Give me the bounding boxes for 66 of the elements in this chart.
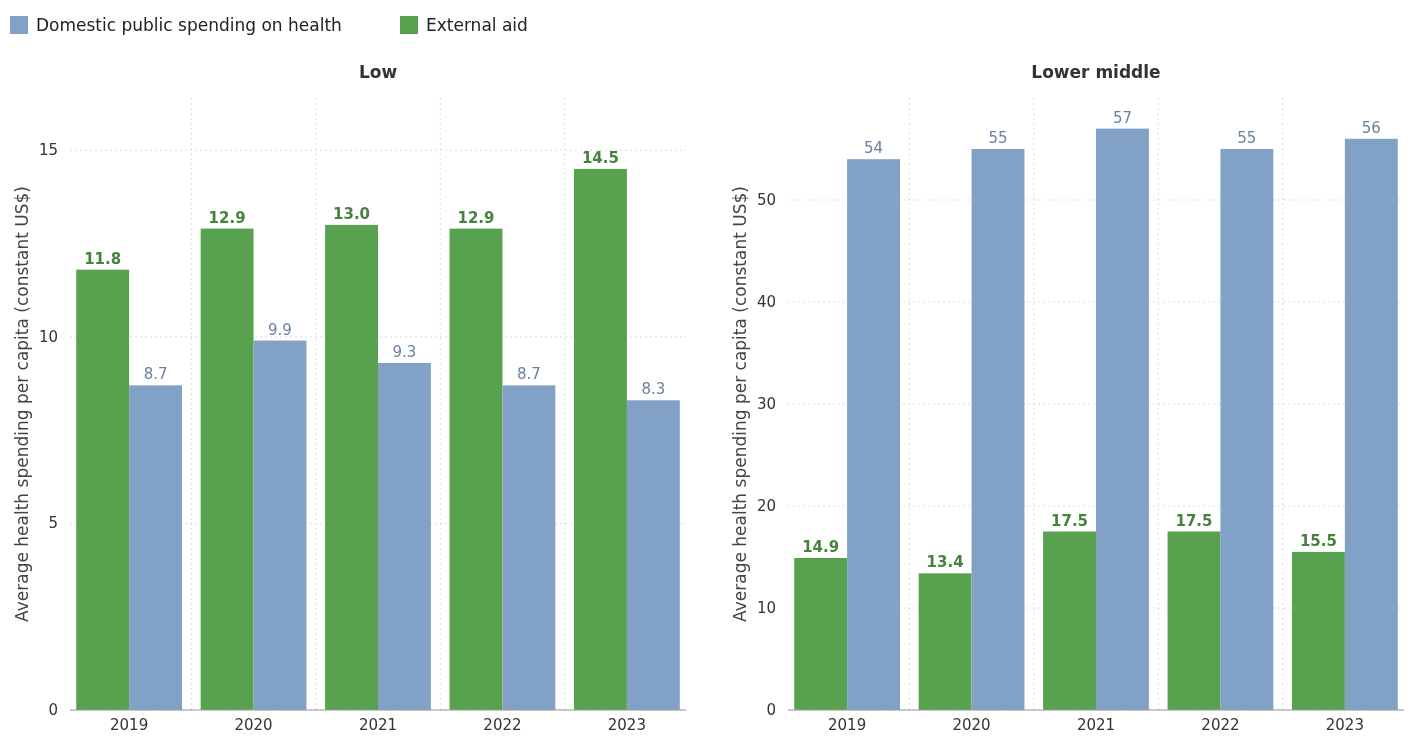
data-label: 8.7 [516,365,541,384]
bar [1220,149,1274,710]
chart-title: Lower middle [1031,62,1161,82]
legend-label: External aid [426,15,528,35]
bar [626,400,680,710]
legend-label: Domestic public spending on health [36,15,342,35]
bar [502,385,556,710]
bar [847,159,900,710]
bar [200,228,254,710]
y-tick-label: 10 [756,599,776,617]
y-tick-label: 20 [756,497,776,515]
bar [1344,138,1398,710]
bar [378,362,431,710]
chart-title: Low [358,62,398,82]
data-label: 13.0 [333,204,371,223]
y-tick-label: 0 [48,701,58,719]
x-tick-label: 2021 [358,716,398,734]
data-label: 55 [988,129,1008,147]
x-tick-label: 2019 [828,716,867,734]
x-tick-label: 2022 [1201,716,1240,734]
y-tick-label: 40 [756,293,776,311]
bar [253,340,307,710]
y-axis-title: Average health spending per capita (constant US$) [730,186,750,622]
bar [325,224,378,710]
data-label: 9.3 [392,342,417,361]
y-tick-label: 10 [38,327,58,346]
data-label: 17.5 [1175,511,1213,530]
y-tick-label: 0 [766,701,776,719]
x-tick-label: 2021 [1076,716,1116,734]
y-axis-title: Average health spending per capita (constant US$) [12,186,32,622]
data-label: 9.9 [268,320,292,339]
data-label: 8.3 [641,380,666,399]
y-tick-label: 50 [756,191,776,209]
bar [76,269,130,710]
bar [971,149,1025,710]
bar [1167,531,1221,710]
x-tick-label: 2020 [234,716,273,734]
data-label: 11.8 [84,249,122,268]
data-label: 13.4 [926,553,964,572]
y-tick-label: 5 [48,514,58,533]
x-tick-label: 2019 [110,716,149,734]
x-tick-label: 2023 [607,716,646,734]
data-label: 17.5 [1051,511,1089,530]
bar [1043,531,1096,710]
bar [1096,128,1149,710]
data-label: 14.9 [802,538,840,557]
x-tick-label: 2020 [952,716,991,734]
bar [449,228,503,710]
data-label: 14.5 [581,148,619,167]
data-label: 55 [1237,129,1257,147]
bar [129,385,182,710]
data-label: 56 [1361,118,1381,137]
bar [918,573,972,710]
data-label: 15.5 [1299,531,1337,550]
data-label: 8.7 [143,365,168,384]
y-tick-label: 30 [756,395,776,413]
bar [1292,551,1345,710]
data-label: 54 [864,139,884,158]
data-label: 12.9 [457,208,495,227]
data-label: 12.9 [208,208,246,227]
x-tick-label: 2023 [1325,716,1364,734]
bar [574,168,627,710]
data-label: 57 [1112,108,1132,127]
x-tick-label: 2022 [483,716,522,734]
y-tick-label: 15 [38,141,58,160]
bar [794,558,848,710]
